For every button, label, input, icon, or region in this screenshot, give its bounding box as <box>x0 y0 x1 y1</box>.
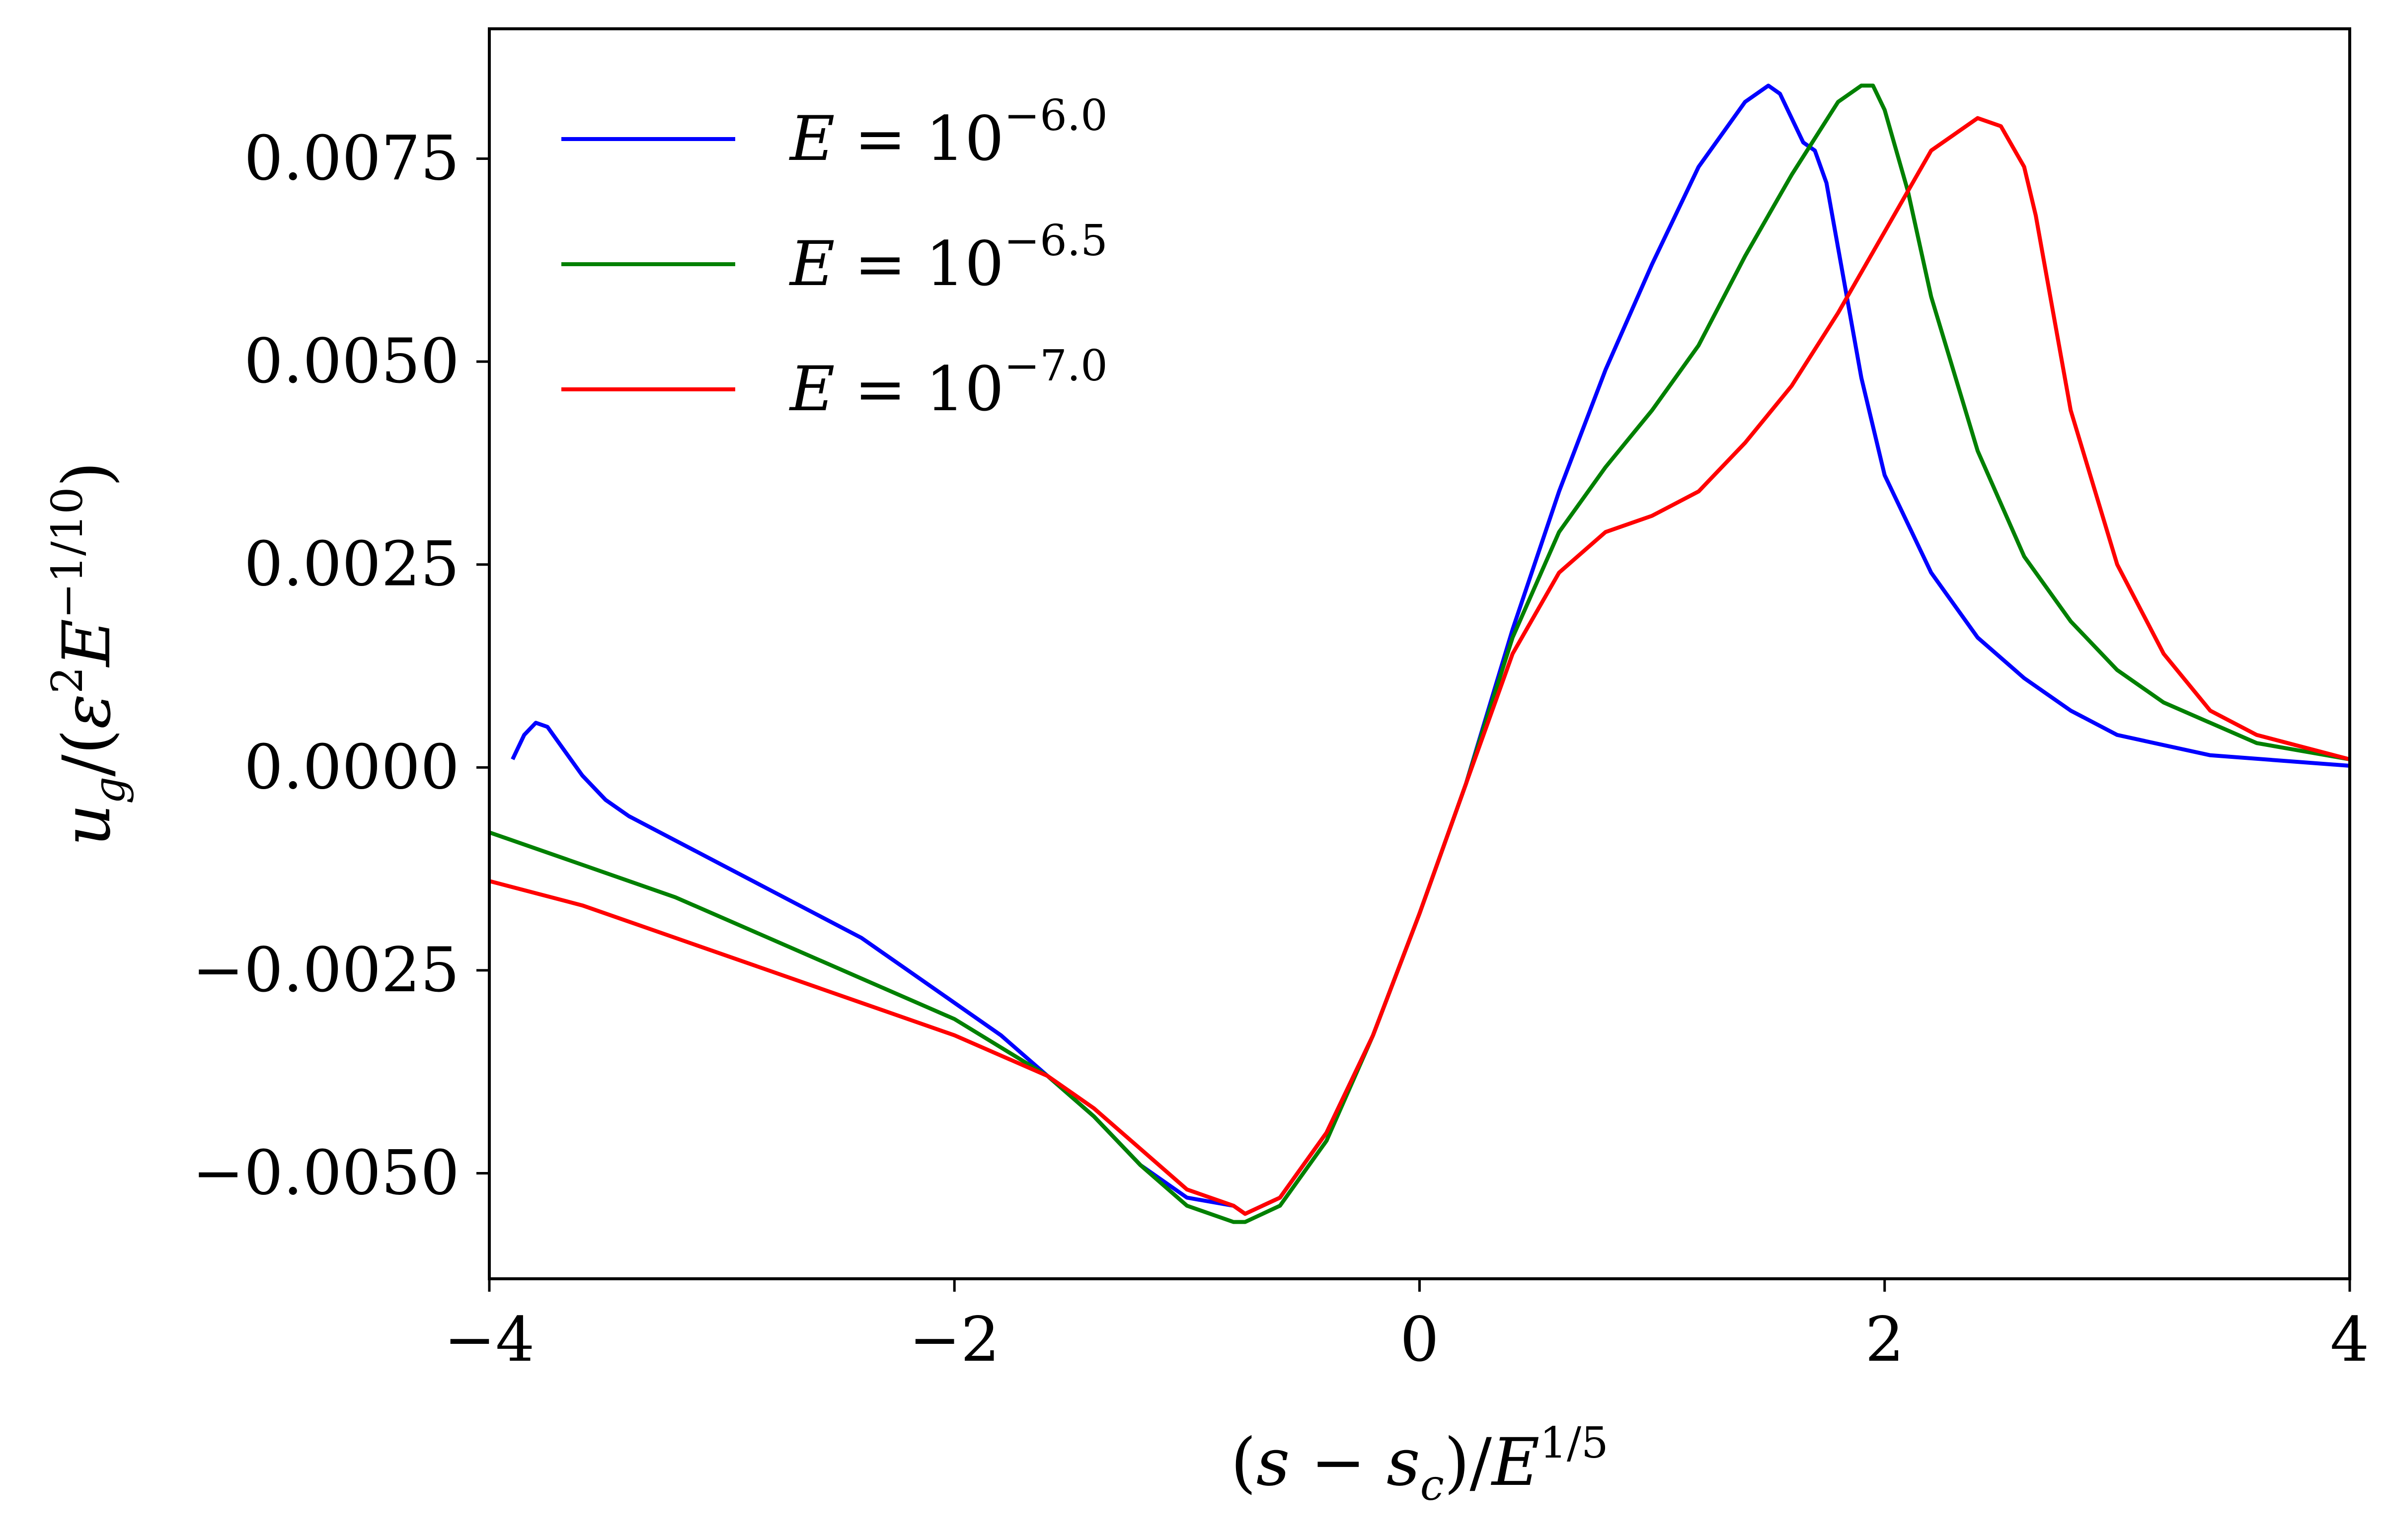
plot-frame <box>488 27 2351 1280</box>
legend-label: E = 10−6.5 <box>789 216 1108 300</box>
x-tick-label: −4 <box>444 1304 535 1376</box>
y-tick-label: 0.0050 <box>244 326 460 397</box>
x-tick-label: 4 <box>2330 1304 2370 1376</box>
legend: E = 10−6.0 E = 10−6.5 E = 10−7.0 <box>561 91 1108 425</box>
legend-label: E = 10−7.0 <box>789 341 1108 425</box>
x-tick-label: 0 <box>1400 1304 1439 1376</box>
series-layer <box>488 83 2351 1224</box>
series-line-0 <box>511 83 2350 1216</box>
y-axis-label: ug/(ε2E−1/10) <box>43 461 135 846</box>
y-tick-label: 0.0025 <box>244 529 460 600</box>
x-tick-label: 2 <box>1865 1304 1904 1376</box>
legend-label: E = 10−6.0 <box>789 91 1108 175</box>
series-line-1 <box>488 83 2350 1224</box>
x-axis: −4 −2 0 2 4 <box>444 1279 2370 1376</box>
y-tick-label: 0.0075 <box>244 123 460 195</box>
y-tick-label: 0.0000 <box>244 732 460 803</box>
y-tick-label: −0.0050 <box>192 1138 460 1209</box>
y-axis: −0.0050 −0.0025 0.0000 0.0025 0.0050 0.0075 <box>192 123 489 1209</box>
x-axis-label: (s − sc)/E1/5 <box>1231 1418 1608 1510</box>
series-line-2 <box>488 116 2351 1216</box>
x-tick-label: −2 <box>909 1304 1000 1376</box>
y-tick-label: −0.0025 <box>192 935 460 1006</box>
